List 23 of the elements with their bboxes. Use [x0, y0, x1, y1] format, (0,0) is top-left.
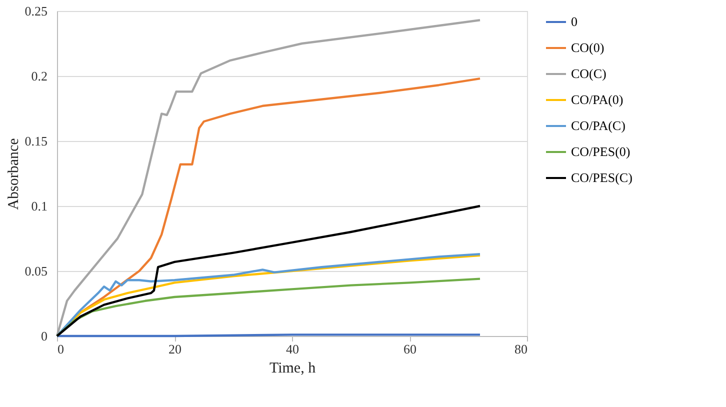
y-tick-label: 0.15 [24, 134, 48, 148]
legend-label: CO(0) [571, 40, 604, 55]
x-tick-label: 80 [514, 342, 528, 356]
line-series [56, 204, 482, 338]
y-tick-label: 0.1 [31, 198, 48, 214]
y-tick-label: 0.2 [31, 68, 48, 84]
legend-label: CO(C) [571, 66, 606, 81]
y-tick-label: 0.05 [24, 264, 48, 278]
legend-label: 0 [571, 14, 578, 29]
line-series [56, 19, 482, 338]
x-tick-label: 40 [286, 342, 299, 356]
legend-label: CO/PA(C) [571, 118, 626, 133]
x-tick-label: 20 [168, 342, 182, 356]
legend-label: CO/PES(C) [571, 170, 632, 185]
y-tick-label: 0 [41, 328, 48, 344]
legend-label: CO/PA(0) [571, 92, 624, 107]
x-tick-label: 60 [404, 342, 416, 356]
y-tick-label: 0.25 [24, 4, 48, 18]
legend-label: CO/PES(0) [571, 144, 630, 159]
line-series [56, 278, 482, 338]
y-axis-title: Absorbance [6, 138, 22, 210]
x-axis-title: Time, h [269, 360, 316, 376]
x-tick-label: 0 [58, 342, 64, 356]
